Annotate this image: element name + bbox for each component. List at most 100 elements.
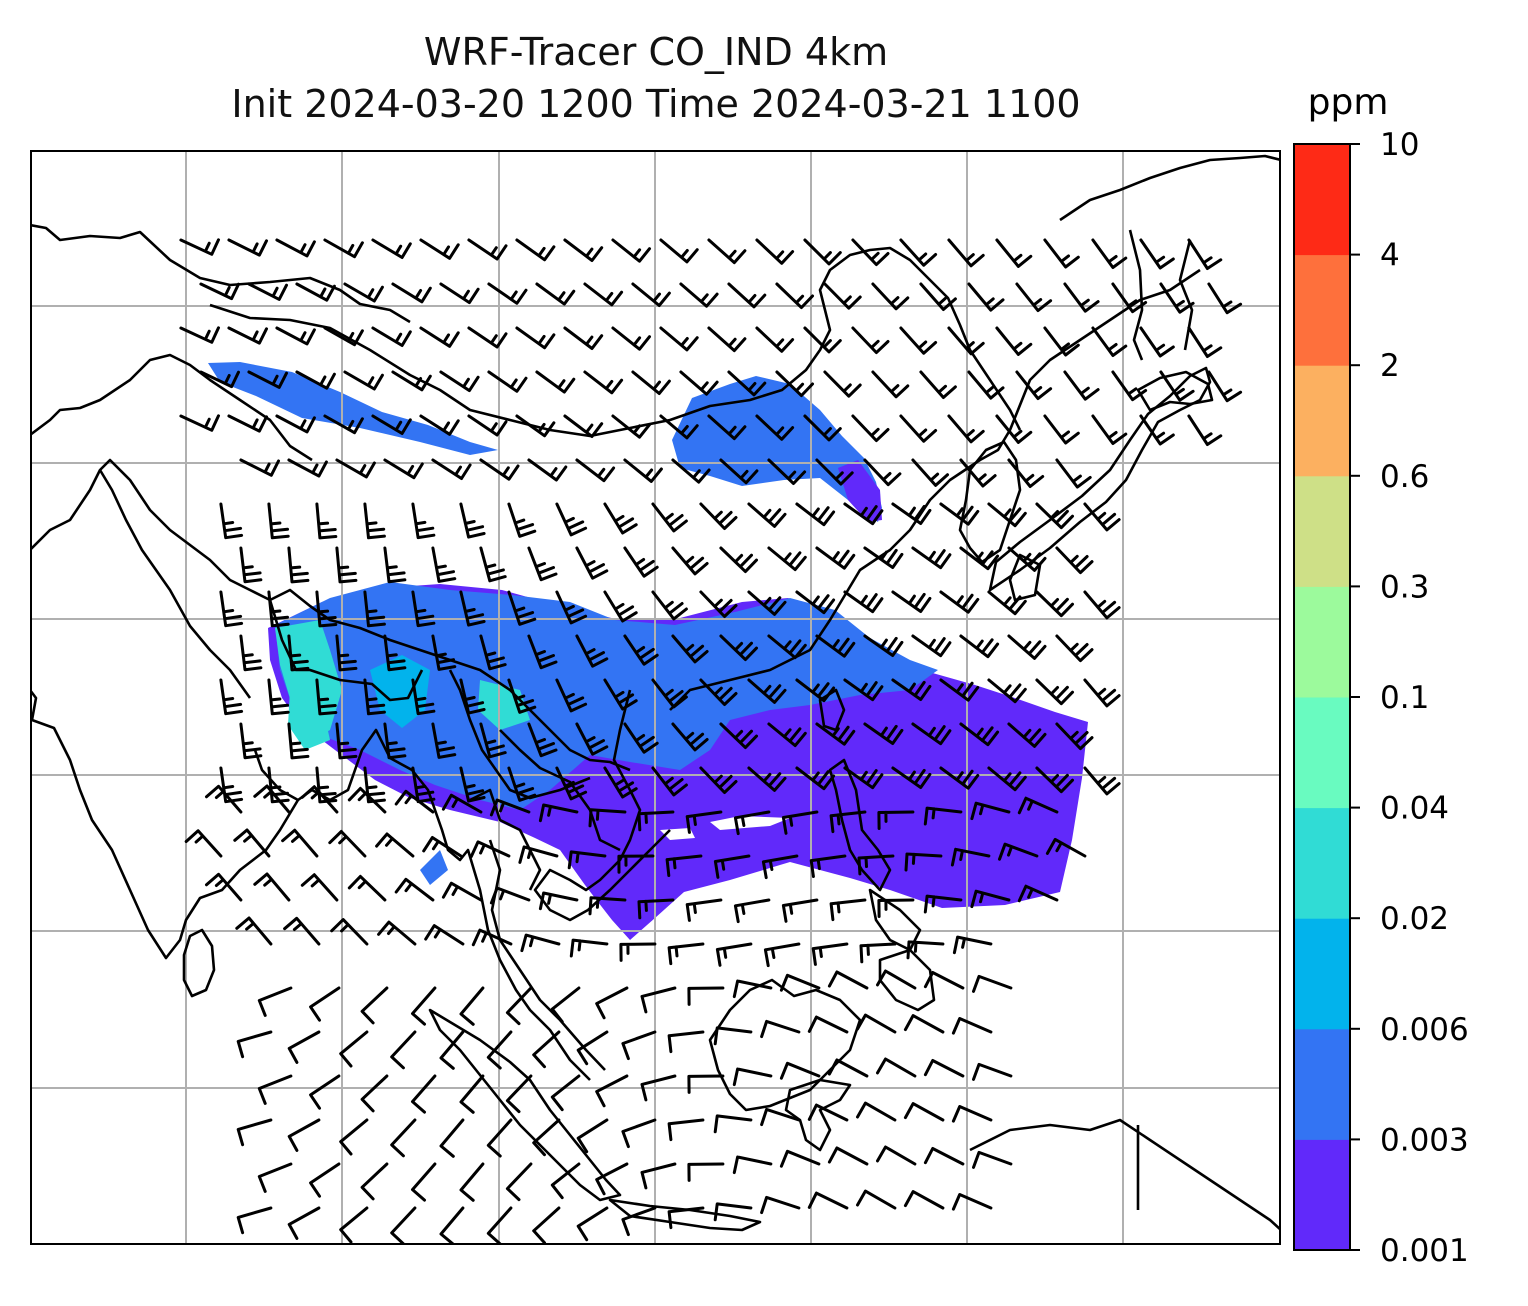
wind-barb [535,370,576,394]
wind-barb [575,722,609,756]
wind-barb [906,940,945,960]
wind-barb [567,850,607,870]
wind-barb [339,1030,369,1068]
wind-barb [300,785,339,814]
wind-barb [747,502,787,528]
wind-barb [923,1059,965,1078]
colorbar-box [1294,1139,1350,1251]
wind-barb [569,938,609,958]
wind-barb [507,502,537,538]
wind-barb [939,678,980,702]
wind-barb [439,282,480,305]
wind-barb [823,282,862,310]
wind-barb [339,1118,369,1156]
wind-barb [1035,766,1074,794]
wind-barb [719,722,758,750]
wind-barb [335,634,358,672]
wind-barb [919,282,957,311]
wind-barb [809,854,847,878]
wind-barb [755,238,795,265]
map-plot [30,150,1281,1245]
wind-barb [621,1118,657,1149]
wind-barb [951,1105,993,1123]
wind-barb [815,634,856,658]
colorbar-tick-label: 0.1 [1380,680,1429,716]
wind-barb [335,458,376,479]
wind-barb [469,840,511,858]
coast-new-guinea [969,1118,1281,1231]
coast-indochina [533,689,671,922]
wind-barb [422,836,463,858]
wind-barb [713,1202,753,1222]
wind-barb [328,830,367,858]
wind-barb [815,458,854,486]
wind-barb [951,1017,993,1035]
wind-barb [713,854,751,879]
wind-barb [347,786,387,814]
border-india-nepal [268,599,424,702]
wind-barb [972,1150,1013,1169]
wind-barb [923,806,963,826]
wind-barb [807,1015,849,1034]
wind-barb [713,1026,753,1046]
wind-barb [959,722,1000,747]
wind-barb [623,634,659,666]
wind-barb [621,1206,657,1237]
wind-barb [479,634,507,671]
wind-barb [459,1162,485,1202]
wind-barb [781,810,819,835]
wind-barb [767,458,807,485]
wind-barb [671,458,711,484]
wind-barb [939,766,980,790]
wind-barb [588,808,627,828]
wind-barb [987,766,1027,792]
wind-barb [295,282,336,302]
colorbar-tick-label: 0.006 [1380,1012,1469,1048]
wind-barb [651,766,688,797]
wind-barb [679,370,719,396]
wind-barb [923,1147,965,1166]
wind-barb [239,458,280,477]
wind-barb [967,282,1005,312]
wind-barb [486,1030,513,1070]
coast-sri-lanka [182,928,216,998]
coast-kuril [1178,239,1194,351]
wind-barb [550,986,581,1024]
wind-barb [987,502,1027,528]
wind-barb [505,1162,533,1202]
wind-barb [707,414,747,441]
wind-barb [219,678,244,716]
wind-barb [1007,634,1047,660]
wind-barb [390,1030,417,1070]
wind-barb [899,326,938,355]
wind-barb [779,1149,821,1168]
wind-barb [595,986,629,1020]
wind-barb [760,1195,801,1215]
colorbar-ticks: 0.001 0.003 0.006 0.02 0.04 0.1 0.3 0.6 2 4 10 [1350,127,1469,1269]
wind-barb [330,918,369,946]
wind-barb [640,1074,677,1102]
wind-barb [760,1107,801,1127]
wind-barb [1043,238,1080,269]
wind-barb [779,973,821,992]
colorbar-tick-label: 2 [1380,348,1400,384]
wind-barb [713,1114,753,1134]
wind-barb [763,942,801,968]
colorbar-tick-label: 4 [1380,238,1400,274]
wind-barb [583,282,624,307]
wind-barb [851,326,890,355]
wind-barb [1015,370,1053,401]
wind-barb [489,886,531,905]
wind-barb [843,590,884,614]
coast-taiwan [818,688,846,732]
coast-hokkaido [1136,370,1214,412]
wind-barb [970,889,1011,909]
wind-barb [811,942,849,966]
wind-barb [671,546,709,576]
wind-barb [383,546,407,584]
wind-barb [947,414,985,444]
wind-barb [205,872,243,902]
wind-barb [795,502,836,527]
wind-barb [891,766,932,789]
wind-barb [555,678,588,713]
